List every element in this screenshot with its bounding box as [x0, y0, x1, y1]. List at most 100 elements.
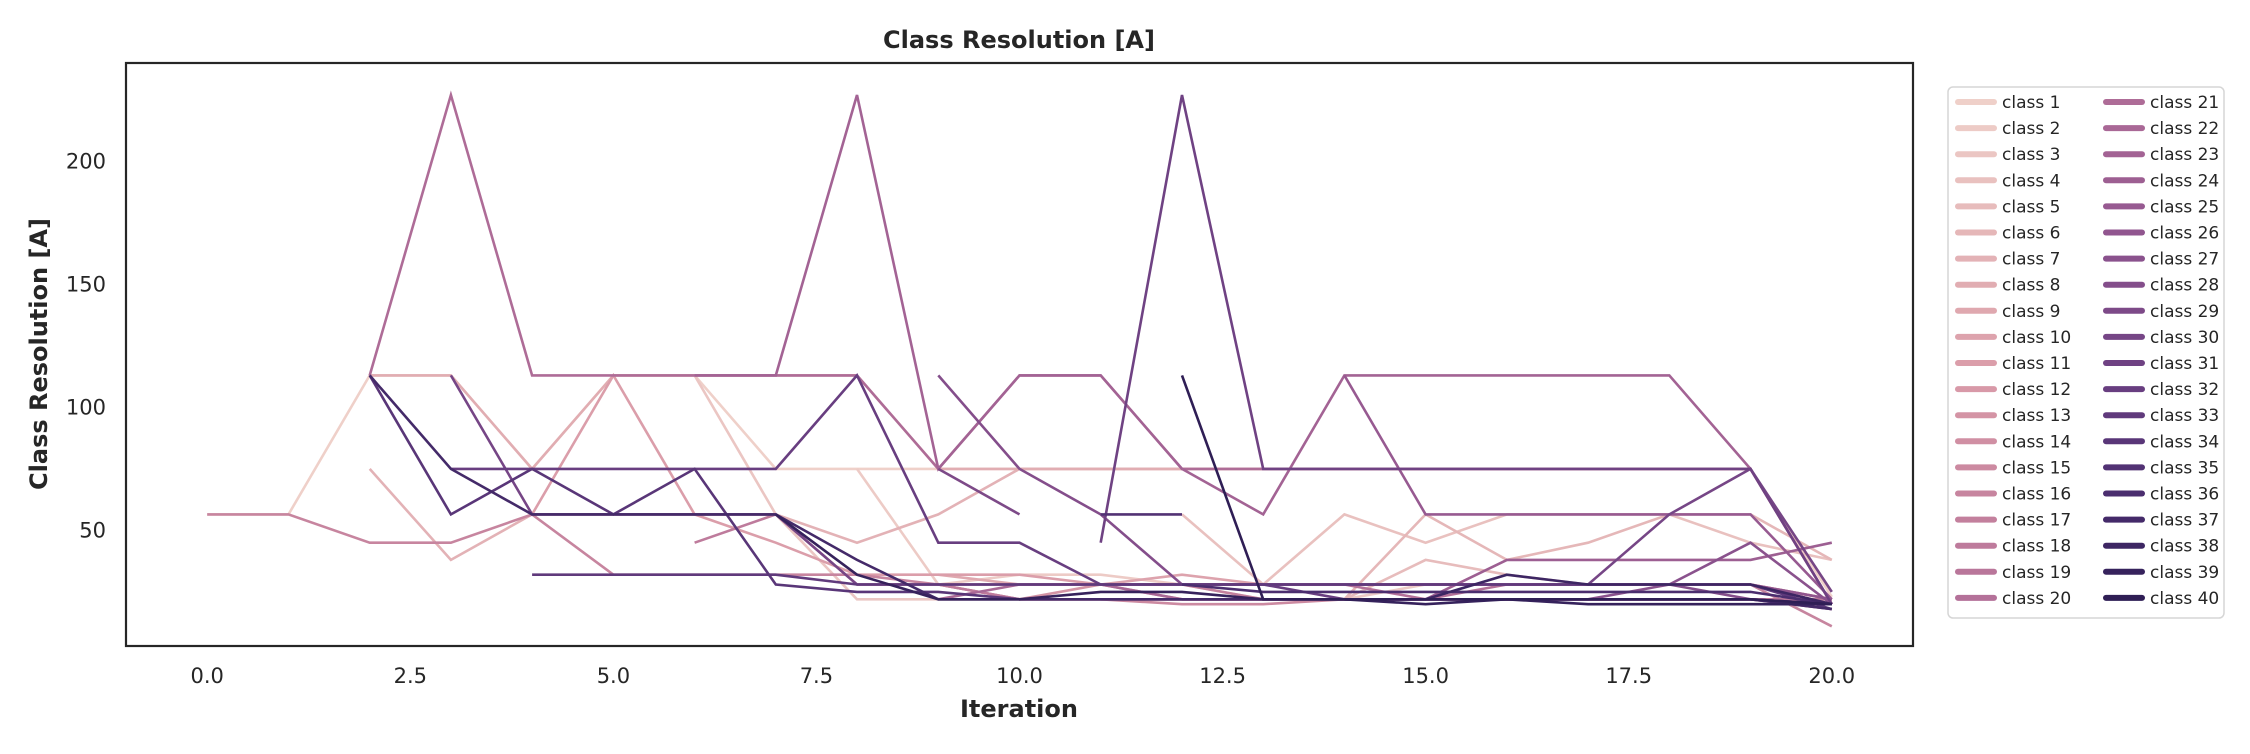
legend-label: class 34	[2150, 432, 2219, 452]
legend-entry: class 23	[2103, 145, 2219, 165]
legend-label: class 6	[2002, 224, 2060, 244]
x-axis-ticks: 0.0 2.5 5.0 7.5 10.0 12.5 15.0 17.5 20.0	[190, 664, 1855, 688]
legend-entry: class 1	[1955, 93, 2060, 113]
legend-label: class 40	[2150, 589, 2219, 609]
legend-entry: class 5	[1955, 197, 2060, 217]
x-tick-label: 20.0	[1808, 664, 1855, 688]
legend-label: class 28	[2150, 276, 2219, 296]
legend-label: class 7	[2002, 250, 2060, 270]
legend-label: class 13	[2002, 406, 2071, 426]
plot-frame	[124, 61, 1915, 648]
y-tick-label: 150	[66, 272, 106, 296]
series-line-23	[694, 94, 1833, 605]
legend-label: class 10	[2002, 328, 2071, 348]
y-axis-label: Class Resolution [A]	[25, 218, 53, 490]
series-line-29	[937, 467, 1021, 516]
legend-entry: class 13	[1955, 406, 2071, 426]
legend-label: class 8	[2002, 276, 2060, 296]
legend-entry: class 26	[2103, 224, 2219, 244]
legend-label: class 38	[2150, 537, 2219, 557]
legend-label: class 15	[2002, 458, 2071, 478]
legend-entry: class 38	[2103, 537, 2219, 557]
legend-entry: class 18	[1955, 537, 2071, 557]
series-layer	[207, 90, 1833, 628]
legend-entry: class 25	[2103, 197, 2219, 217]
legend-entry: class 36	[2103, 485, 2219, 505]
legend-entry: class 8	[1955, 276, 2060, 296]
legend-entry: class 2	[1955, 119, 2060, 139]
x-tick-label: 0.0	[190, 664, 223, 688]
legend-label: class 24	[2150, 171, 2219, 191]
legend-label: class 29	[2150, 302, 2219, 322]
legend-label: class 30	[2150, 328, 2219, 348]
legend-entry: class 34	[2103, 432, 2219, 452]
legend-entry: class 20	[1955, 589, 2071, 609]
legend-entry: class 19	[1955, 563, 2071, 583]
legend-label: class 31	[2150, 354, 2219, 374]
chart-title: Class Resolution [A]	[883, 26, 1155, 54]
legend-entry: class 28	[2103, 276, 2219, 296]
legend-label: class 20	[2002, 589, 2071, 609]
legend-label: class 12	[2002, 380, 2071, 400]
legend-entry: class 40	[2103, 589, 2219, 609]
legend-label: class 27	[2150, 250, 2219, 270]
legend-items: class 1 class 2 class 3 class 4 class 5 class…	[1955, 93, 2219, 609]
legend-label: class 19	[2002, 563, 2071, 583]
legend-label: class 2	[2002, 119, 2060, 139]
legend-label: class 4	[2002, 171, 2060, 191]
legend-label: class 11	[2002, 354, 2071, 374]
legend-label: class 22	[2150, 119, 2219, 139]
legend-label: class 25	[2150, 197, 2219, 217]
series-line-25	[1343, 374, 1833, 601]
legend-frame	[1947, 86, 2225, 619]
legend-label: class 16	[2002, 485, 2071, 505]
legend-entry: class 35	[2103, 458, 2219, 478]
legend-entry: class 14	[1955, 432, 2071, 452]
legend-entry: class 27	[2103, 250, 2219, 270]
y-axis-ticks: 50 100 150 200	[66, 149, 106, 542]
legend-label: class 37	[2150, 511, 2219, 531]
legend-entry: class 12	[1955, 380, 2071, 400]
legend-entry: class 3	[1955, 145, 2060, 165]
legend-entry: class 16	[1955, 485, 2071, 505]
legend-entry: class 7	[1955, 250, 2060, 270]
y-tick-label: 200	[66, 149, 106, 173]
legend-label: class 5	[2002, 197, 2060, 217]
legend-entry: class 37	[2103, 511, 2219, 531]
legend-entry: class 29	[2103, 302, 2219, 322]
x-tick-label: 12.5	[1199, 664, 1246, 688]
legend-label: class 14	[2002, 432, 2071, 452]
legend-entry: class 21	[2103, 93, 2219, 113]
legend-label: class 33	[2150, 406, 2219, 426]
legend-entry: class 31	[2103, 354, 2219, 374]
legend-entry: class 17	[1955, 511, 2071, 531]
x-tick-label: 15.0	[1402, 664, 1449, 688]
x-tick-label: 5.0	[597, 664, 630, 688]
legend-entry: class 32	[2103, 380, 2219, 400]
y-tick-label: 50	[79, 518, 106, 542]
legend-entry: class 22	[2103, 119, 2219, 139]
legend-label: class 21	[2150, 93, 2219, 113]
legend-entry: class 6	[1955, 224, 2060, 244]
legend-label: class 39	[2150, 563, 2219, 583]
legend-entry: class 4	[1955, 171, 2060, 191]
x-axis-label: Iteration	[960, 695, 1078, 723]
legend-label: class 26	[2150, 224, 2219, 244]
series-line-40	[1180, 374, 1832, 606]
x-tick-label: 17.5	[1605, 664, 1652, 688]
x-tick-label: 7.5	[800, 664, 833, 688]
legend-entry: class 30	[2103, 328, 2219, 348]
legend-entry: class 10	[1955, 328, 2071, 348]
legend-label: class 17	[2002, 511, 2071, 531]
legend-label: class 9	[2002, 302, 2060, 322]
x-tick-label: 2.5	[394, 664, 427, 688]
series-line-31	[1099, 94, 1833, 605]
legend-label: class 18	[2002, 537, 2071, 557]
legend-label: class 3	[2002, 145, 2060, 165]
legend-entry: class 15	[1955, 458, 2071, 478]
legend-entry: class 24	[2103, 171, 2219, 191]
legend-entry: class 9	[1955, 302, 2060, 322]
legend-label: class 36	[2150, 485, 2219, 505]
